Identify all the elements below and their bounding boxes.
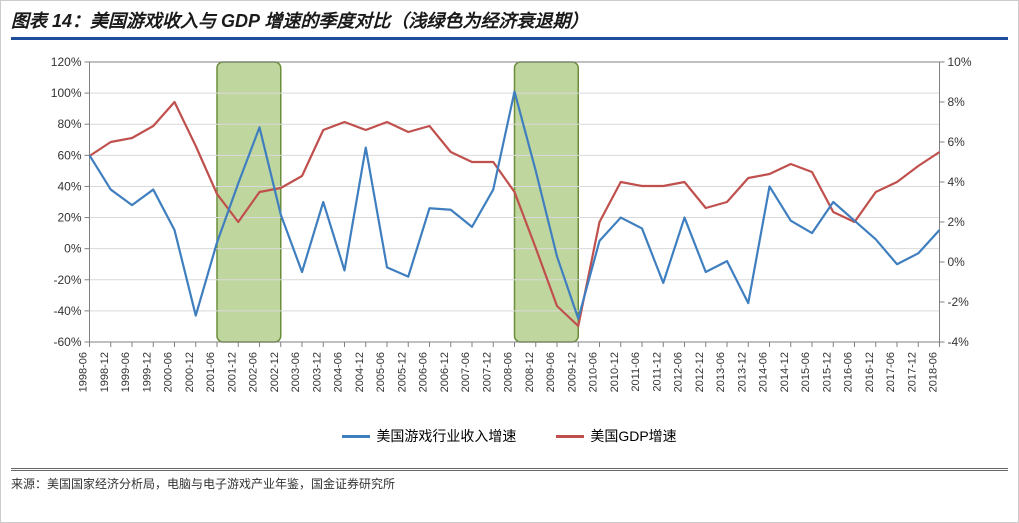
figure-container: 图表 14：美国游戏收入与 GDP 增速的季度对比（浅绿色为经济衰退期） 120… <box>0 0 1019 523</box>
legend: 美国游戏行业收入增速 美国GDP增速 <box>21 426 998 446</box>
y-left-tick: 100% <box>51 86 82 100</box>
figure-title: 图表 14：美国游戏收入与 GDP 增速的季度对比（浅绿色为经济衰退期） <box>11 7 588 33</box>
source-text: 来源：美国国家经济分析局，电脑与电子游戏产业年鉴，国金证券研究所 <box>1 471 1018 496</box>
y-right-tick: 6% <box>948 135 966 149</box>
x-tick: 2012-12 <box>694 352 706 392</box>
y-right-tick: 10% <box>948 55 972 69</box>
recession-band <box>515 62 579 342</box>
x-tick: 2014-12 <box>779 352 791 392</box>
y-right-tick: 2% <box>948 215 966 229</box>
x-tick: 2013-12 <box>736 352 748 392</box>
x-tick: 2003-12 <box>311 352 323 392</box>
x-tick: 2004-12 <box>354 352 366 392</box>
x-tick: 2007-06 <box>460 352 472 392</box>
x-tick: 2005-06 <box>375 352 387 392</box>
x-tick: 2016-12 <box>864 352 876 392</box>
x-tick: 2017-06 <box>885 352 897 392</box>
legend-item-games: 美国游戏行业收入增速 <box>342 426 516 446</box>
y-right-tick: 0% <box>948 255 966 269</box>
title-underline <box>11 37 1008 40</box>
y-right-tick: -4% <box>948 335 970 349</box>
x-tick: 2006-12 <box>439 352 451 392</box>
x-tick: 1999-12 <box>141 352 153 392</box>
x-tick: 1998-12 <box>99 352 111 392</box>
x-tick: 2002-06 <box>248 352 260 392</box>
x-tick: 2004-06 <box>333 352 345 392</box>
x-tick: 2010-06 <box>588 352 600 392</box>
y-right-tick: 4% <box>948 175 966 189</box>
x-tick: 1999-06 <box>120 352 132 392</box>
x-tick: 2015-06 <box>800 352 812 392</box>
y-left-tick: -60% <box>53 335 81 349</box>
x-tick: 1998-06 <box>78 352 90 392</box>
x-tick: 2005-12 <box>396 352 408 392</box>
x-tick: 2000-12 <box>184 352 196 392</box>
x-tick: 2014-06 <box>758 352 770 392</box>
y-left-tick: 20% <box>57 211 81 225</box>
recession-band <box>217 62 281 342</box>
legend-label-gdp: 美国GDP增速 <box>590 426 676 446</box>
y-right-tick: 8% <box>948 95 966 109</box>
x-tick: 2017-12 <box>906 352 918 392</box>
x-tick: 2006-06 <box>418 352 430 392</box>
title-bar: 图表 14：美国游戏收入与 GDP 增速的季度对比（浅绿色为经济衰退期） <box>1 1 1018 33</box>
x-tick: 2008-12 <box>524 352 536 392</box>
x-tick: 2016-06 <box>843 352 855 392</box>
x-tick: 2015-12 <box>821 352 833 392</box>
y-left-tick: 120% <box>51 55 82 69</box>
x-tick: 2018-06 <box>928 352 940 392</box>
x-tick: 2001-12 <box>226 352 238 392</box>
x-tick: 2007-12 <box>481 352 493 392</box>
x-tick: 2012-06 <box>673 352 685 392</box>
y-left-tick: 60% <box>57 148 81 162</box>
y-left-tick: -20% <box>53 273 81 287</box>
y-right-tick: -2% <box>948 295 970 309</box>
x-tick: 2000-06 <box>163 352 175 392</box>
legend-label-games: 美国游戏行业收入增速 <box>376 426 516 446</box>
y-left-tick: -40% <box>53 304 81 318</box>
x-tick: 2001-06 <box>205 352 217 392</box>
x-tick: 2009-12 <box>566 352 578 392</box>
x-tick: 2008-06 <box>503 352 515 392</box>
x-tick: 2011-12 <box>651 352 663 392</box>
y-left-tick: 80% <box>57 117 81 131</box>
x-tick: 2002-12 <box>269 352 281 392</box>
legend-swatch-games <box>342 435 370 438</box>
x-tick: 2013-06 <box>715 352 727 392</box>
x-tick: 2009-06 <box>545 352 557 392</box>
y-left-tick: 40% <box>57 179 81 193</box>
legend-swatch-gdp <box>556 435 584 438</box>
x-tick: 2010-12 <box>609 352 621 392</box>
chart-area: 120% 100% 80% 60% 40% 20% 0% -20% -40% -60% 10% 8% 6… <box>21 52 998 462</box>
x-tick: 2011-06 <box>630 352 642 392</box>
dual-axis-line-chart: 120% 100% 80% 60% 40% 20% 0% -20% -40% -60% 10% 8% 6… <box>21 52 998 422</box>
x-tick: 2003-06 <box>290 352 302 392</box>
y-left-tick: 0% <box>64 242 82 256</box>
legend-item-gdp: 美国GDP增速 <box>556 426 676 446</box>
